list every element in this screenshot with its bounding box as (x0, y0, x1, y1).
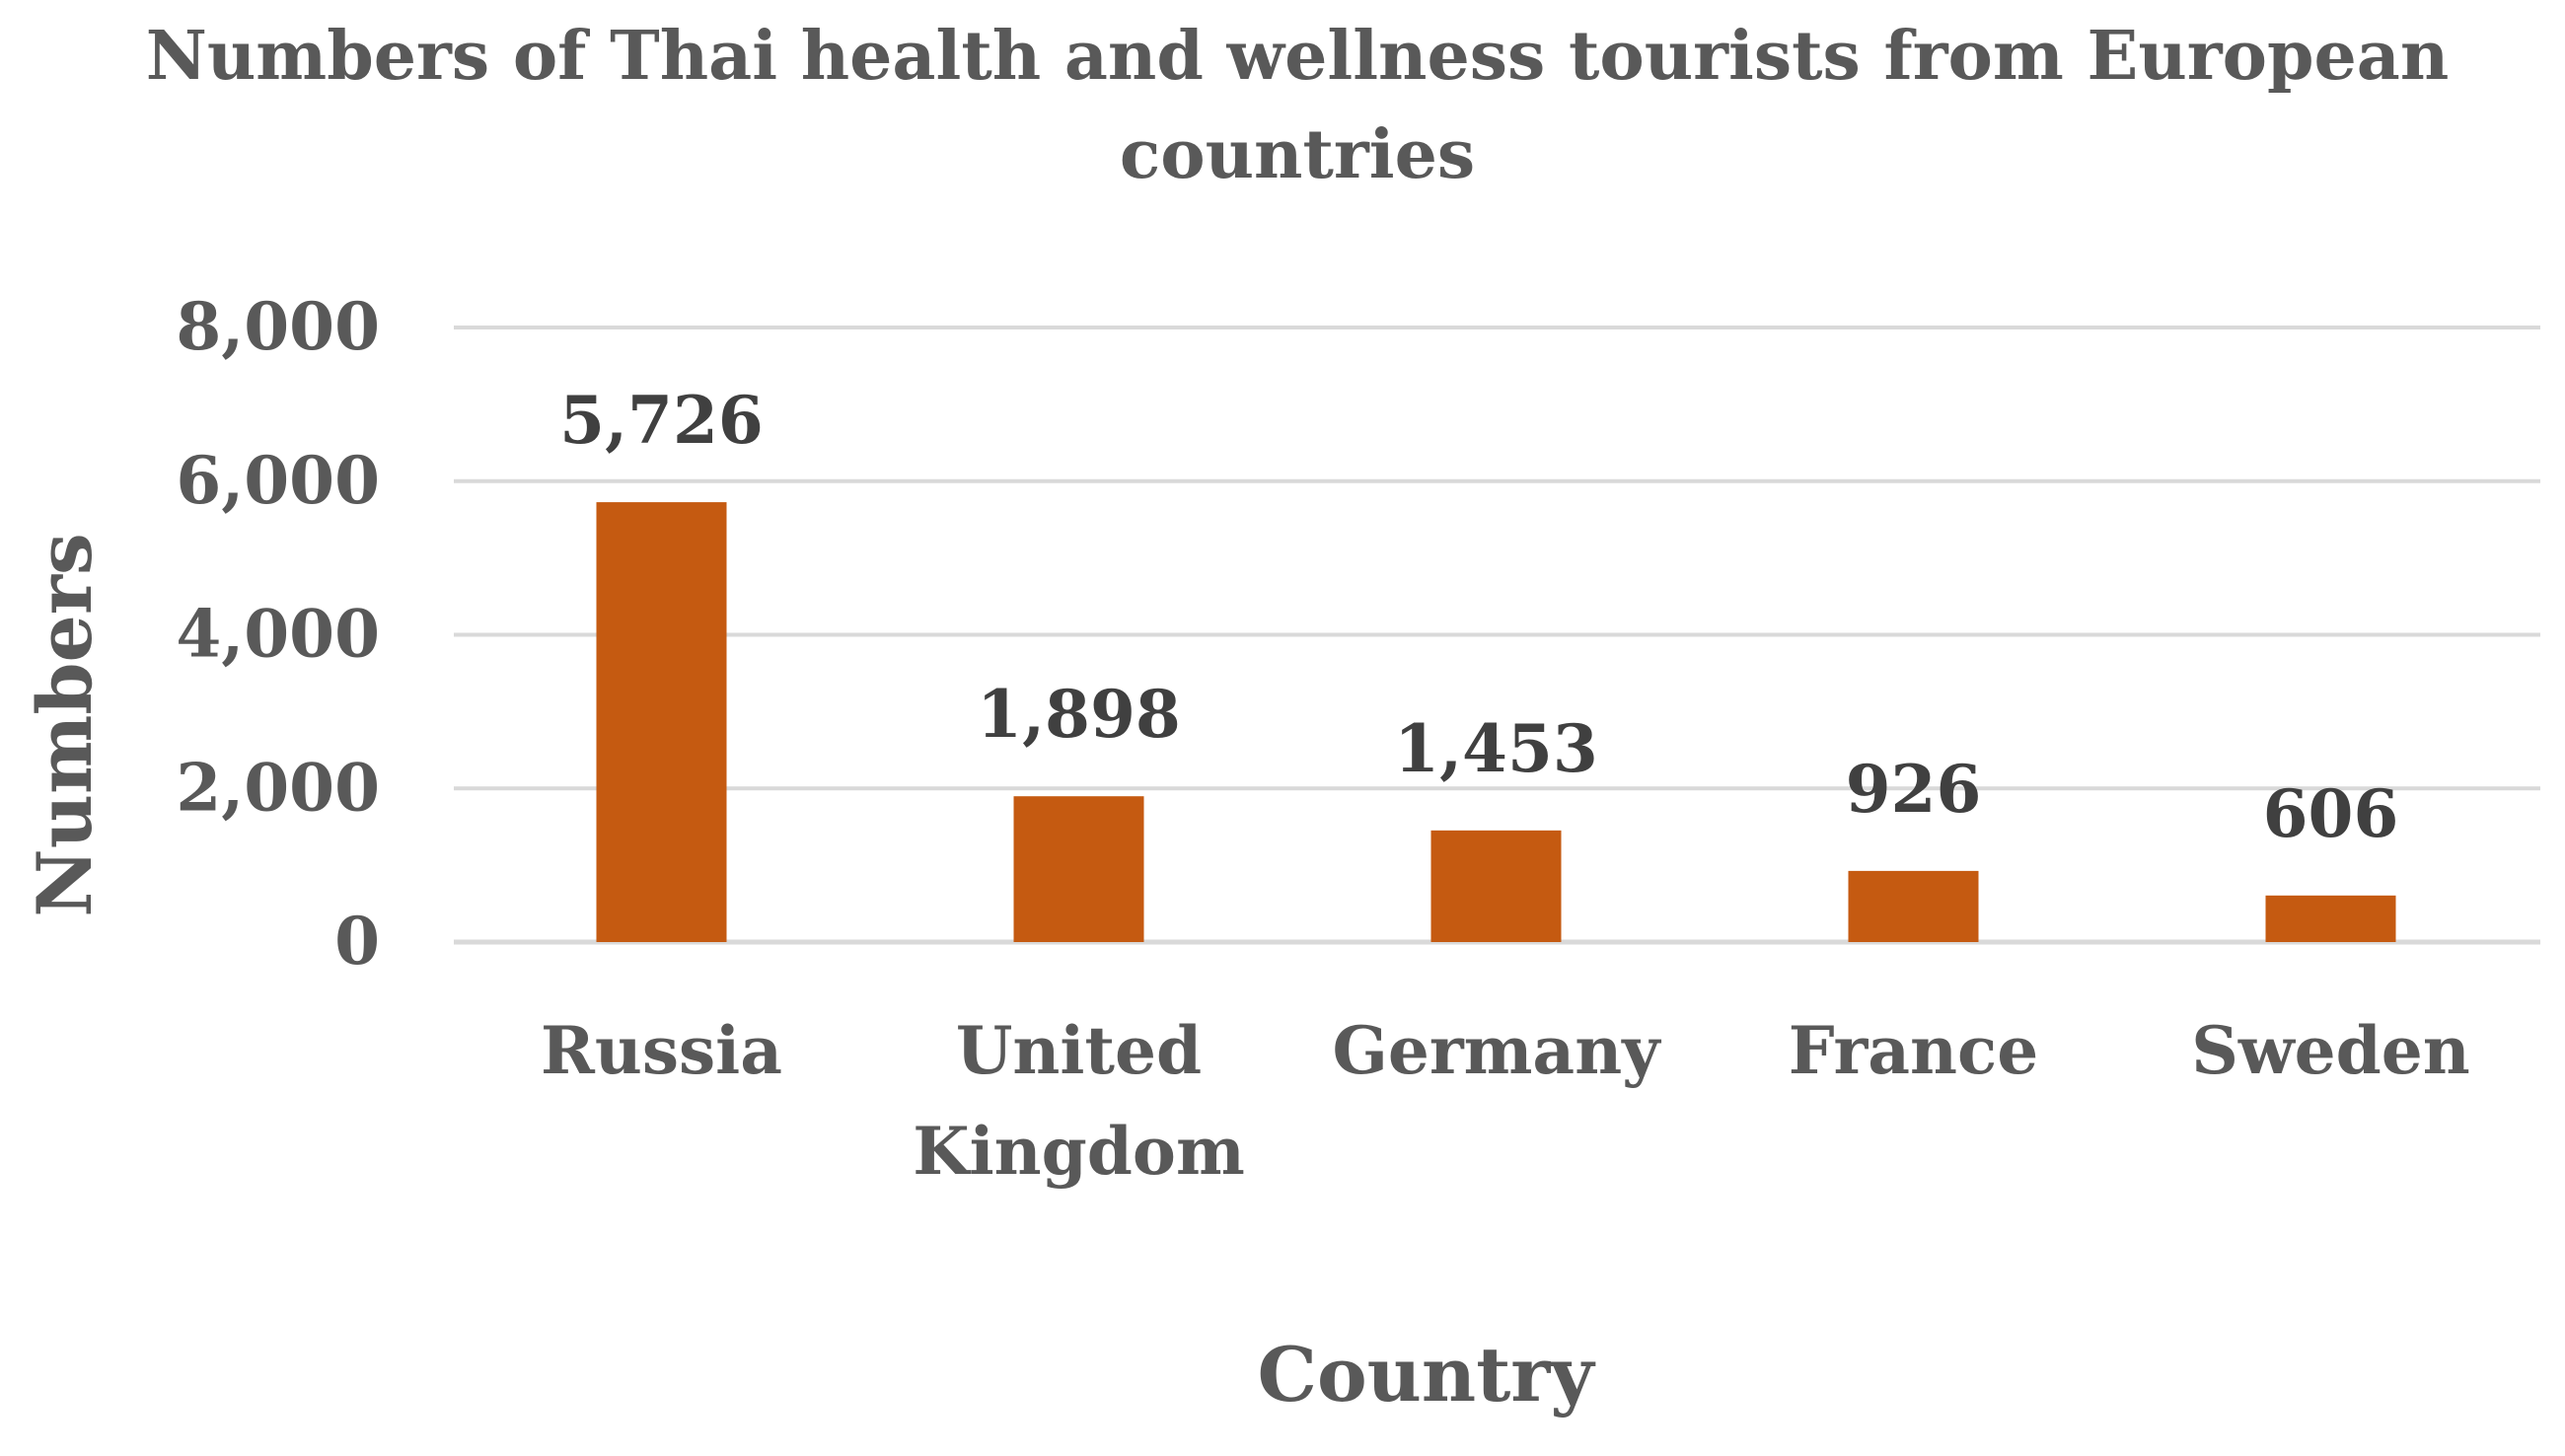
y-tick-label: 4,000 (176, 596, 380, 673)
chart-title: Numbers of Thai health and wellness tour… (146, 17, 2450, 194)
x-category-label: Kingdom (913, 1113, 1245, 1190)
bar-data-label: 1,453 (1394, 710, 1598, 787)
y-axis-ticks: 0 2,000 4,000 6,000 8,000 (176, 288, 380, 980)
x-category-label: Sweden (2191, 1012, 2470, 1089)
bar-data-label: 926 (1846, 751, 1982, 828)
bar (1013, 796, 1144, 942)
chart-title-line: countries (1120, 115, 1475, 194)
bar (1430, 830, 1562, 942)
bar-data-label: 606 (2263, 775, 2399, 852)
x-category-label: Russia (541, 1012, 782, 1089)
y-tick-label: 2,000 (176, 749, 380, 826)
bar (596, 502, 727, 942)
x-axis-categories: Russia United Kingdom Germany France Sweden (541, 1012, 2470, 1190)
bar (1848, 870, 1979, 942)
bars (596, 502, 2396, 942)
y-tick-label: 0 (334, 903, 380, 980)
y-axis-title: Numbers (21, 533, 109, 916)
bar-data-label: 5,726 (559, 382, 764, 459)
x-category-label: Germany (1332, 1012, 1661, 1089)
bar-data-label: 1,898 (977, 676, 1181, 753)
bar (2265, 895, 2396, 942)
data-labels: 5,726 1,898 1,453 926 606 (559, 382, 2398, 852)
chart-title-line: Numbers of Thai health and wellness tour… (146, 17, 2450, 96)
x-category-label: France (1789, 1012, 2038, 1089)
y-tick-label: 8,000 (176, 288, 380, 365)
x-axis-title: Country (1258, 1331, 1596, 1419)
x-category-label: United (956, 1012, 1202, 1089)
y-tick-label: 6,000 (176, 442, 380, 519)
